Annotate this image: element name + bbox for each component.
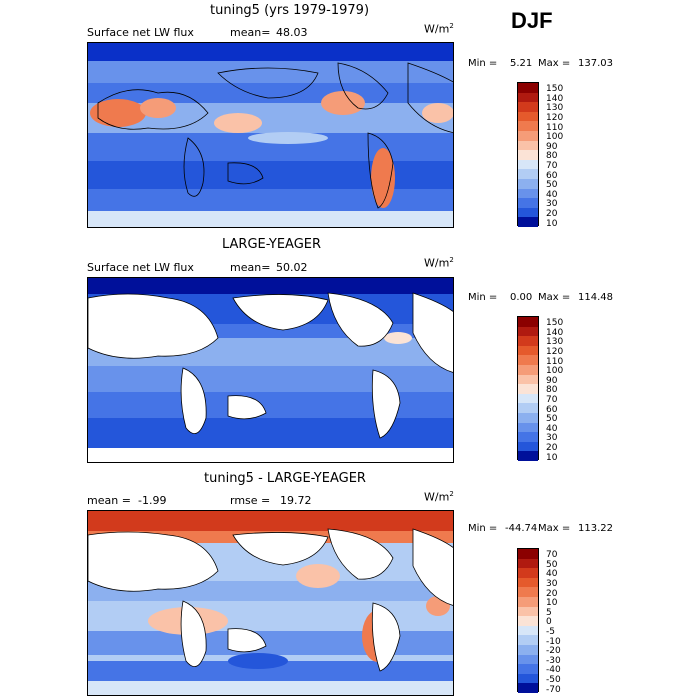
panel1-min-value: 5.21 bbox=[510, 58, 533, 69]
panel3-min-label: Min = bbox=[468, 523, 498, 534]
panel2-cbar-tick: 80 bbox=[546, 385, 558, 395]
panel2-unit: W/m2 bbox=[424, 256, 454, 270]
panel2-cbar-tick: 50 bbox=[546, 414, 558, 424]
panel2-mean-value: 50.02 bbox=[276, 261, 308, 274]
panel2-cbar-tick: 20 bbox=[546, 443, 558, 453]
panel1-map bbox=[87, 42, 454, 228]
panel3-cbar-tick: 0 bbox=[546, 617, 552, 627]
panel1-min-label: Min = bbox=[468, 58, 498, 69]
panel1-cbar-tick: 80 bbox=[546, 151, 558, 161]
panel3-rmse-value: 19.72 bbox=[280, 494, 312, 507]
panel2-max-label: Max = bbox=[538, 292, 571, 303]
panel1-title: tuning5 (yrs 1979-1979) bbox=[210, 3, 370, 18]
panel3-cbar-tick: -40 bbox=[546, 665, 561, 675]
panel2-cbar-tick: 90 bbox=[546, 376, 558, 386]
panel3-mean-label: mean = bbox=[87, 494, 131, 507]
panel3-cbar-tick: 10 bbox=[546, 598, 558, 608]
panel3-min-value: -44.74 bbox=[505, 523, 538, 534]
panel3-cbar-tick: -50 bbox=[546, 675, 561, 685]
panel1-cbar-tick: 150 bbox=[546, 84, 564, 94]
panel1-cbar-tick: 120 bbox=[546, 113, 564, 123]
panel1-colorbar bbox=[517, 82, 539, 227]
panel2-colorbar bbox=[517, 316, 539, 461]
panel1-cbar-tick: 130 bbox=[546, 103, 564, 113]
panel3-cbar-tick: -70 bbox=[546, 685, 561, 695]
panel3-cbar-tick: 20 bbox=[546, 589, 558, 599]
panel2-cbar-tick: 60 bbox=[546, 405, 558, 415]
panel2-cbar-tick: 130 bbox=[546, 337, 564, 347]
panel3-unit: W/m2 bbox=[424, 490, 454, 504]
panel1-cbar-tick: 60 bbox=[546, 171, 558, 181]
panel2-cbar-tick: 110 bbox=[546, 357, 564, 367]
panel1-cbar-tick: 90 bbox=[546, 142, 558, 152]
panel2-map bbox=[87, 277, 454, 463]
panel2-title: LARGE-YEAGER bbox=[222, 237, 322, 252]
panel1-cbar-tick: 70 bbox=[546, 161, 558, 171]
panel3-cbar-tick: 50 bbox=[546, 560, 558, 570]
panel1-mean-value: 48.03 bbox=[276, 26, 308, 39]
panel1-max-value: 137.03 bbox=[578, 58, 613, 69]
panel1-max-label: Max = bbox=[538, 58, 571, 69]
panel3-cbar-tick: -5 bbox=[546, 627, 555, 637]
panel1-mean-label: mean= bbox=[230, 26, 271, 39]
panel2-field-label: Surface net LW flux bbox=[87, 261, 194, 274]
panel3-cbar-tick: 30 bbox=[546, 579, 558, 589]
panel3-mean-value: -1.99 bbox=[138, 494, 167, 507]
panel2-mean-label: mean= bbox=[230, 261, 271, 274]
panel3-max-value: 113.22 bbox=[578, 523, 613, 534]
panel3-max-label: Max = bbox=[538, 523, 571, 534]
panel1-cbar-tick: 10 bbox=[546, 219, 558, 229]
panel1-cbar-tick: 50 bbox=[546, 180, 558, 190]
panel1-map-svg bbox=[88, 43, 453, 227]
panel3-title: tuning5 - LARGE-YEAGER bbox=[204, 471, 366, 486]
panel2-cbar-tick: 30 bbox=[546, 433, 558, 443]
panel3-cbar-tick: -30 bbox=[546, 656, 561, 666]
panel2-cbar-tick: 10 bbox=[546, 453, 558, 463]
panel3-colorbar bbox=[517, 548, 539, 693]
panel1-cbar-tick: 20 bbox=[546, 209, 558, 219]
season-label: DJF bbox=[511, 8, 553, 33]
panel1-cbar-tick: 30 bbox=[546, 199, 558, 209]
panel2-cbar-tick: 150 bbox=[546, 318, 564, 328]
panel3-map-svg bbox=[88, 511, 453, 695]
panel1-field-label: Surface net LW flux bbox=[87, 26, 194, 39]
panel2-min-label: Min = bbox=[468, 292, 498, 303]
panel3-cbar-tick: 5 bbox=[546, 608, 552, 618]
panel3-map bbox=[87, 510, 454, 696]
panel2-cbar-tick: 40 bbox=[546, 424, 558, 434]
panel1-unit: W/m2 bbox=[424, 22, 454, 36]
panel3-cbar-tick: 40 bbox=[546, 569, 558, 579]
panel3-cbar-tick: -20 bbox=[546, 646, 561, 656]
panel2-cbar-tick: 140 bbox=[546, 328, 564, 338]
panel2-cbar-tick: 100 bbox=[546, 366, 564, 376]
panel3-cbar-tick: 70 bbox=[546, 550, 558, 560]
panel2-cbar-tick: 120 bbox=[546, 347, 564, 357]
panel2-min-value: 0.00 bbox=[510, 292, 533, 303]
panel1-cbar-tick: 100 bbox=[546, 132, 564, 142]
panel1-cbar-tick: 140 bbox=[546, 94, 564, 104]
panel2-cbar-tick: 70 bbox=[546, 395, 558, 405]
panel1-cbar-tick: 110 bbox=[546, 123, 564, 133]
panel3-rmse-label: rmse = bbox=[230, 494, 271, 507]
panel2-max-value: 114.48 bbox=[578, 292, 613, 303]
panel2-map-svg bbox=[88, 278, 453, 462]
panel1-cbar-tick: 40 bbox=[546, 190, 558, 200]
panel3-cbar-tick: -10 bbox=[546, 637, 561, 647]
